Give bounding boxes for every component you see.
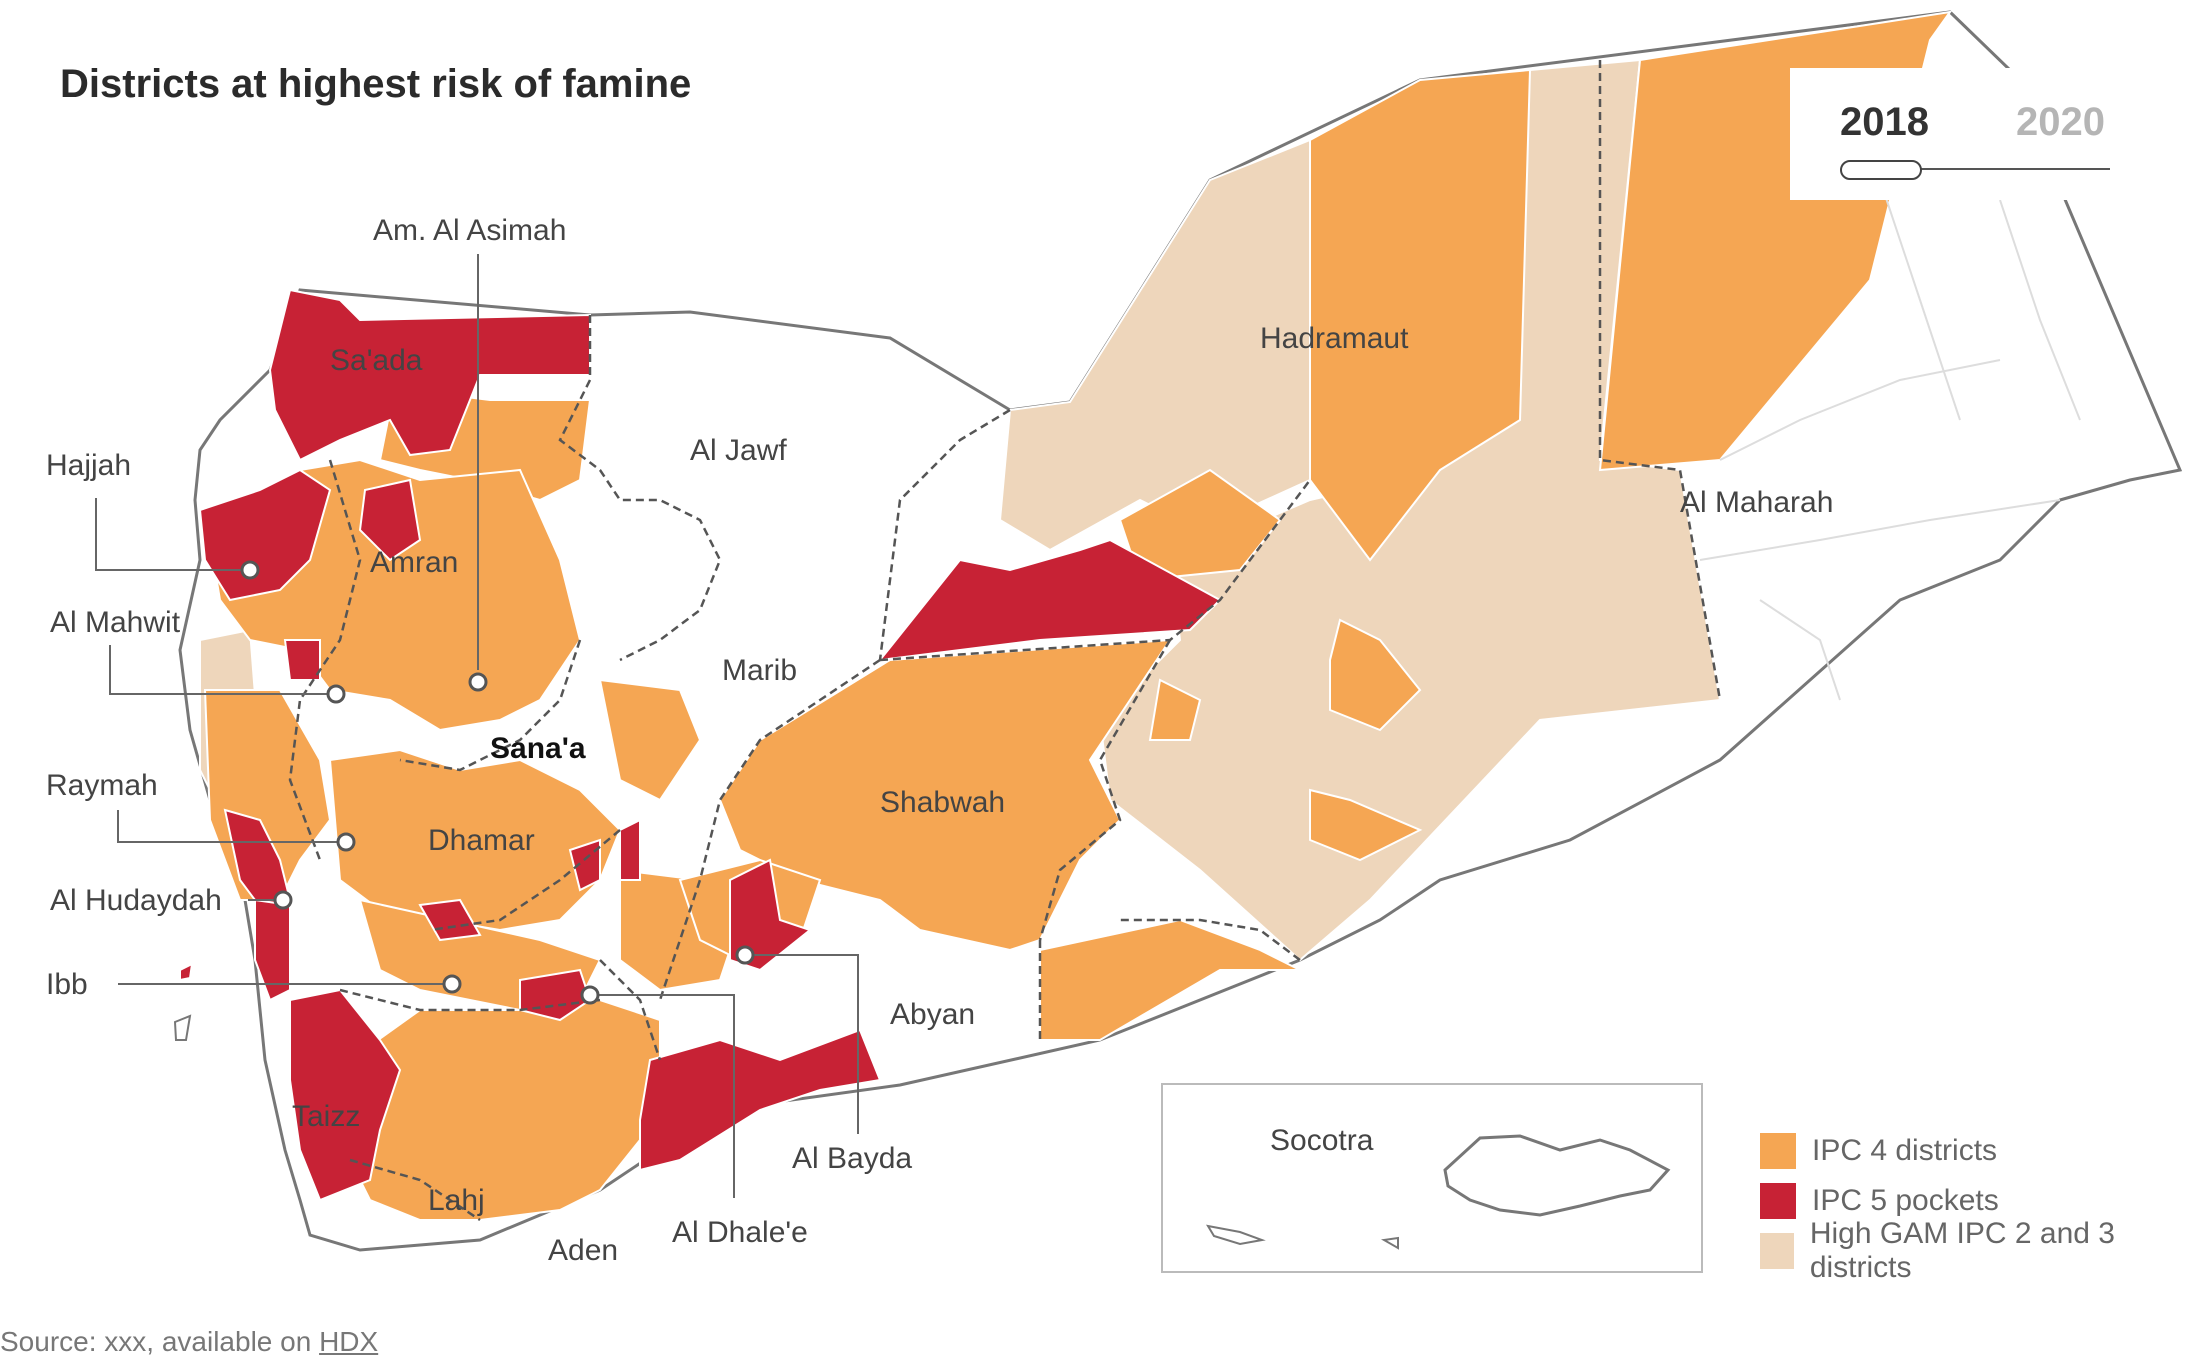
socotra-island [1443,1134,1671,1217]
ipc4-hadramaut-spot-3 [1309,788,1423,862]
source-link-hdx[interactable]: HDX [319,1326,379,1357]
governorate-borders [288,60,1722,1222]
marker-al-bayda [735,945,755,965]
label-shabwah: Shabwah [880,786,1005,819]
legend-item-gam: High GAM IPC 2 and 3 districts [1760,1217,2200,1284]
marker-am-al-asimah [468,672,488,692]
ipc5-pockets [179,288,1222,1202]
label-al-mahwit: Al Mahwit [50,606,181,639]
marker-raymah [336,832,356,852]
label-al-dhalee: Al Dhale'e [672,1216,808,1249]
ipc4-hadramaut-spot-2 [1148,678,1202,741]
ipc5-island [179,962,194,982]
label-taizz: Taizz [292,1100,360,1133]
label-marib: Marib [722,654,797,687]
label-sanaa: Sana'a [490,732,586,765]
district-lines [1699,179,2081,701]
label-lahj: Lahj [428,1184,485,1217]
label-raymah: Raymah [46,769,158,802]
socotra-islet-2 [1380,1236,1399,1250]
region-labels: Am. Al Asimah Sa'ada Hajjah Amran Al Mah… [46,214,1833,1267]
ipc5-amran-spot [358,478,422,562]
label-abyan: Abyan [890,998,975,1031]
label-ibb: Ibb [46,968,88,1001]
label-al-hudaydah: Al Hudaydah [50,884,222,917]
ipc5-abyan-coast [639,1028,882,1172]
ipc5-hajjah [198,468,332,602]
ipc4-shabwah [718,638,1172,952]
ipc4-hadramaut-1 [1309,68,1532,562]
ipc5-dhamar [568,838,601,892]
label-saada: Sa'ada [330,344,423,377]
label-al-maharah: Al Maharah [1680,486,1833,519]
label-hajjah: Hajjah [46,449,131,482]
ipc4-sanaa-east [598,678,702,802]
legend-item-ipc4: IPC 4 districts [1760,1126,2200,1176]
source-note: Source: xxx, available on HDX [0,1326,378,1358]
label-hadramaut: Hadramaut [1260,322,1409,355]
ipc4-hadramaut-spot [1329,618,1422,732]
year-selector: 2018 2020 [1790,68,2120,200]
legend: IPC 4 districts IPC 5 pockets High GAM I… [1760,1126,2200,1284]
legend-swatch-ipc5 [1760,1183,1796,1219]
source-prefix: Source: xxx, available on [0,1326,320,1357]
year-slider-handle[interactable] [1840,160,1922,180]
marker-hajjah [240,560,260,580]
west-islet [173,1014,192,1041]
year-2018-option[interactable]: 2018 [1840,100,1929,144]
ipc5-dhamar-2 [619,818,641,881]
ipc4-districts [203,10,1953,1221]
label-amran: Amran [370,546,458,579]
callout-markers [240,560,755,1005]
map-title: Districts at highest risk of famine [60,62,692,106]
legend-swatch-ipc4 [1760,1133,1796,1169]
marker-ibb [442,974,462,994]
callout-lines [95,254,859,1198]
ipc4-lahj [349,998,661,1221]
legend-label-gam: High GAM IPC 2 and 3 districts [1809,1217,2115,1284]
label-socotra: Socotra [1270,1124,1374,1157]
socotra-islet-1 [1205,1224,1266,1246]
legend-swatch-gam [1760,1233,1794,1269]
ipc5-saada-north [268,288,591,462]
label-al-bayda: Al Bayda [792,1142,912,1175]
label-al-jawf: Al Jawf [690,434,787,467]
ipc5-mahwit [283,639,321,681]
legend-label-ipc4: IPC 4 districts [1812,1134,1998,1167]
legend-item-ipc5: IPC 5 pockets [1760,1176,2200,1226]
label-aden: Aden [548,1234,618,1267]
label-am-al-asimah: Am. Al Asimah [373,214,566,247]
ipc5-al-bayda [729,858,813,972]
year-slider-track[interactable] [1850,168,2110,170]
ipc4-abyan-east [1039,918,1301,1041]
marker-al-dhalee [580,985,600,1005]
marker-al-hudaydah [273,890,293,910]
year-2020-option[interactable]: 2020 [2016,100,2105,144]
marker-al-mahwit [326,684,346,704]
legend-label-ipc5: IPC 5 pockets [1812,1184,1999,1217]
ipc5-taizz [289,988,402,1202]
ipc5-marib [877,538,1222,662]
label-dhamar: Dhamar [428,824,535,857]
